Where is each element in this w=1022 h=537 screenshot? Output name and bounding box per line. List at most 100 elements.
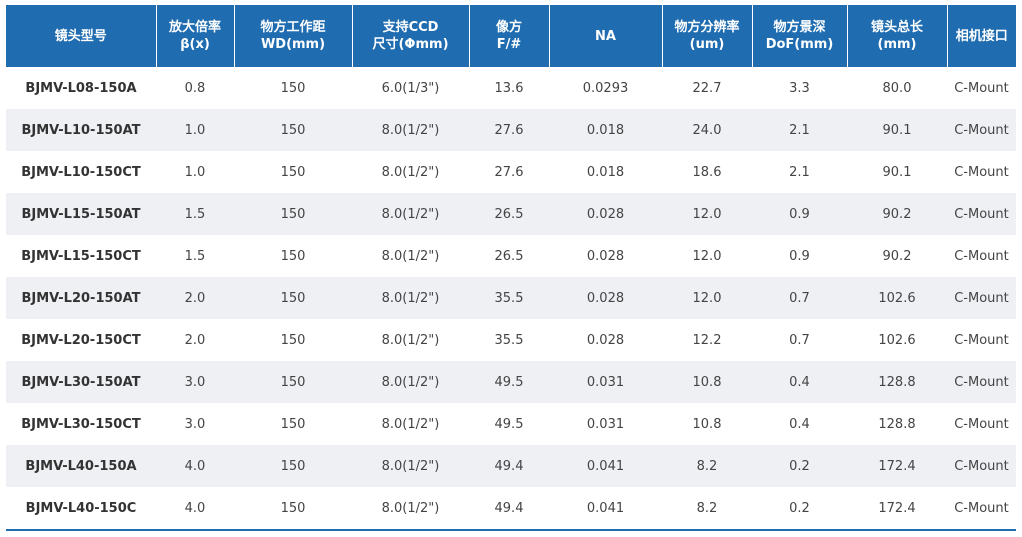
- spec-table-container: 镜头型号 放大倍率 β(x) 物方工作距 WD(mm) 支持CCD 尺寸(Φmm) 像方 F/#…: [6, 5, 1016, 531]
- column-header-line: WD(mm): [260, 37, 326, 52]
- table-cell: 8.2: [662, 487, 752, 531]
- table-cell: 4.0: [156, 445, 234, 487]
- table-cell: 0.9: [789, 248, 810, 264]
- column-header-line: DoF(mm): [765, 37, 834, 52]
- table-cell: 3.3: [789, 80, 810, 96]
- table-cell: C-Mount: [954, 248, 1009, 264]
- table-cell: 0.028: [549, 193, 662, 235]
- table-cell: 1.5: [156, 193, 234, 235]
- table-cell: 8.0(1/2"): [352, 277, 469, 319]
- model-cell: BJMV-L20-150AT: [6, 277, 156, 319]
- column-header: 支持CCD 尺寸(Φmm): [351, 5, 469, 67]
- column-header-line: 尺寸(Φmm): [372, 37, 449, 52]
- table-cell: 8.0(1/2"): [352, 193, 469, 235]
- table-cell: 10.8: [692, 416, 722, 432]
- table-row: BJMV-L08-150A 0.8 150 6.0(1/3") 13.6 0.0293 22…: [6, 67, 1016, 109]
- table-cell: 18.6: [692, 164, 722, 180]
- table-row: BJMV-L15-150CT 1.5 150 8.0(1/2") 26.5 0.028 12…: [6, 235, 1016, 277]
- table-cell: 0.031: [586, 416, 625, 432]
- model-cell: BJMV-L10-150CT: [21, 164, 141, 180]
- table-cell: 90.1: [882, 164, 912, 180]
- table-cell: 12.0: [662, 193, 752, 235]
- column-header: 物方景深 DoF(mm): [751, 5, 847, 67]
- table-cell: C-Mount: [954, 416, 1009, 432]
- table-cell: C-Mount: [947, 109, 1016, 151]
- model-cell: BJMV-L10-150AT: [6, 109, 156, 151]
- table-cell: 13.6: [494, 80, 524, 96]
- column-header-line: NA: [595, 28, 616, 44]
- table-cell: 0.7: [789, 332, 810, 348]
- table-cell: 35.5: [469, 277, 549, 319]
- table-cell: 128.8: [847, 361, 947, 403]
- table-cell: 0.4: [752, 361, 847, 403]
- column-header-line: 放大倍率: [168, 20, 221, 35]
- table-cell: 150: [280, 416, 306, 432]
- table-cell: 80.0: [882, 80, 912, 96]
- table-cell: C-Mount: [954, 332, 1009, 348]
- table-cell: C-Mount: [954, 80, 1009, 96]
- table-row: BJMV-L30-150CT 3.0 150 8.0(1/2") 49.5 0.031 10…: [6, 403, 1016, 445]
- table-cell: 102.6: [878, 332, 916, 348]
- model-cell: BJMV-L30-150CT: [21, 416, 141, 432]
- table-cell: 0.7: [752, 277, 847, 319]
- table-cell: 49.4: [469, 487, 549, 531]
- table-cell: 8.0(1/2"): [352, 487, 469, 531]
- table-cell: 0.031: [549, 361, 662, 403]
- table-cell: 49.5: [469, 361, 549, 403]
- table-cell: 8.0(1/2"): [352, 109, 469, 151]
- table-cell: 8.0(1/2"): [352, 445, 469, 487]
- table-cell: 1.0: [184, 164, 206, 180]
- column-header-line: (um): [689, 37, 725, 52]
- column-header-line: 相机接口: [955, 28, 1008, 44]
- table-cell: 172.4: [847, 487, 947, 531]
- table-cell: C-Mount: [947, 487, 1016, 531]
- table-cell: 24.0: [662, 109, 752, 151]
- column-header: NA: [548, 5, 662, 67]
- table-cell: 26.5: [494, 248, 524, 264]
- table-cell: 3.0: [184, 416, 206, 432]
- table-cell: 0.018: [549, 109, 662, 151]
- table-header-row: 镜头型号 放大倍率 β(x) 物方工作距 WD(mm) 支持CCD 尺寸(Φmm) 像方 F/#…: [6, 5, 1016, 67]
- column-header-line: (mm): [877, 37, 917, 52]
- table-cell: 12.2: [692, 332, 722, 348]
- table-cell: C-Mount: [947, 445, 1016, 487]
- table-cell: C-Mount: [947, 277, 1016, 319]
- table-row: BJMV-L40-150C 4.0 150 8.0(1/2") 49.4 0.041 8.2…: [6, 487, 1016, 531]
- table-cell: 150: [234, 277, 352, 319]
- table-cell: 8.2: [662, 445, 752, 487]
- column-header: 物方工作距 WD(mm): [233, 5, 352, 67]
- table-row: BJMV-L10-150AT 1.0 150 8.0(1/2") 27.6 0.018 24…: [6, 109, 1016, 151]
- table-cell: 150: [234, 109, 352, 151]
- table-cell: 0.028: [549, 277, 662, 319]
- table-cell: 150: [280, 332, 306, 348]
- table-cell: 0.4: [789, 416, 810, 432]
- table-cell: 90.2: [847, 193, 947, 235]
- table-cell: 150: [280, 248, 306, 264]
- table-cell: C-Mount: [947, 193, 1016, 235]
- column-header: 放大倍率 β(x): [155, 5, 234, 67]
- column-header-line: 镜头型号: [54, 28, 107, 44]
- column-header: 像方 F/#: [468, 5, 549, 67]
- model-cell: BJMV-L08-150A: [25, 80, 137, 96]
- table-cell: 6.0(1/3"): [381, 80, 440, 96]
- table-row: BJMV-L15-150AT 1.5 150 8.0(1/2") 26.5 0.028 12…: [6, 193, 1016, 235]
- column-header: 相机接口: [946, 5, 1016, 67]
- column-header-line: β(x): [180, 37, 210, 52]
- table-row: BJMV-L20-150CT 2.0 150 8.0(1/2") 35.5 0.028 12…: [6, 319, 1016, 361]
- table-cell: 12.0: [662, 277, 752, 319]
- table-cell: 3.0: [156, 361, 234, 403]
- table-cell: 1.5: [184, 248, 206, 264]
- table-cell: 90.1: [847, 109, 947, 151]
- table-body: BJMV-L08-150A 0.8 150 6.0(1/3") 13.6 0.0293 22…: [6, 67, 1016, 531]
- model-cell: BJMV-L40-150C: [6, 487, 156, 531]
- table-cell: 0.028: [586, 248, 625, 264]
- table-cell: 0.2: [752, 487, 847, 531]
- table-cell: 8.0(1/2"): [381, 332, 440, 348]
- table-cell: 0.8: [184, 80, 206, 96]
- table-cell: 0.028: [586, 332, 625, 348]
- lens-spec-table: 镜头型号 放大倍率 β(x) 物方工作距 WD(mm) 支持CCD 尺寸(Φmm) 像方 F/#…: [6, 5, 1016, 531]
- column-header-line: 物方工作距: [260, 20, 326, 35]
- table-cell: 150: [234, 361, 352, 403]
- table-cell: C-Mount: [954, 164, 1009, 180]
- table-cell: 172.4: [847, 445, 947, 487]
